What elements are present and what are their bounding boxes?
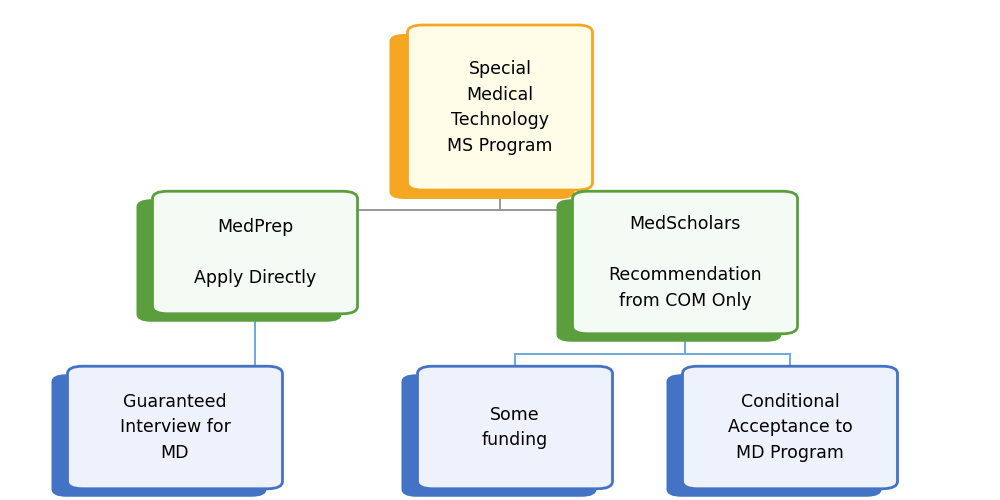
- Text: Special
Medical
Technology
MS Program: Special Medical Technology MS Program: [447, 60, 553, 155]
- Text: MedScholars

Recommendation
from COM Only: MedScholars Recommendation from COM Only: [608, 215, 762, 310]
- Text: Conditional
Acceptance to
MD Program: Conditional Acceptance to MD Program: [728, 393, 852, 462]
- FancyBboxPatch shape: [408, 25, 592, 190]
- FancyBboxPatch shape: [153, 192, 358, 314]
- FancyBboxPatch shape: [682, 366, 898, 489]
- FancyBboxPatch shape: [556, 200, 782, 342]
- FancyBboxPatch shape: [401, 374, 596, 497]
- Text: Guaranteed
Interview for
MD: Guaranteed Interview for MD: [120, 393, 230, 462]
- FancyBboxPatch shape: [51, 374, 266, 497]
- Text: MedPrep

Apply Directly: MedPrep Apply Directly: [194, 218, 316, 287]
- FancyBboxPatch shape: [418, 366, 612, 489]
- FancyBboxPatch shape: [666, 374, 882, 497]
- FancyBboxPatch shape: [67, 366, 283, 489]
- Text: Some
funding: Some funding: [482, 406, 548, 450]
- FancyBboxPatch shape: [389, 34, 574, 199]
- FancyBboxPatch shape: [136, 200, 342, 322]
- FancyBboxPatch shape: [572, 192, 798, 334]
